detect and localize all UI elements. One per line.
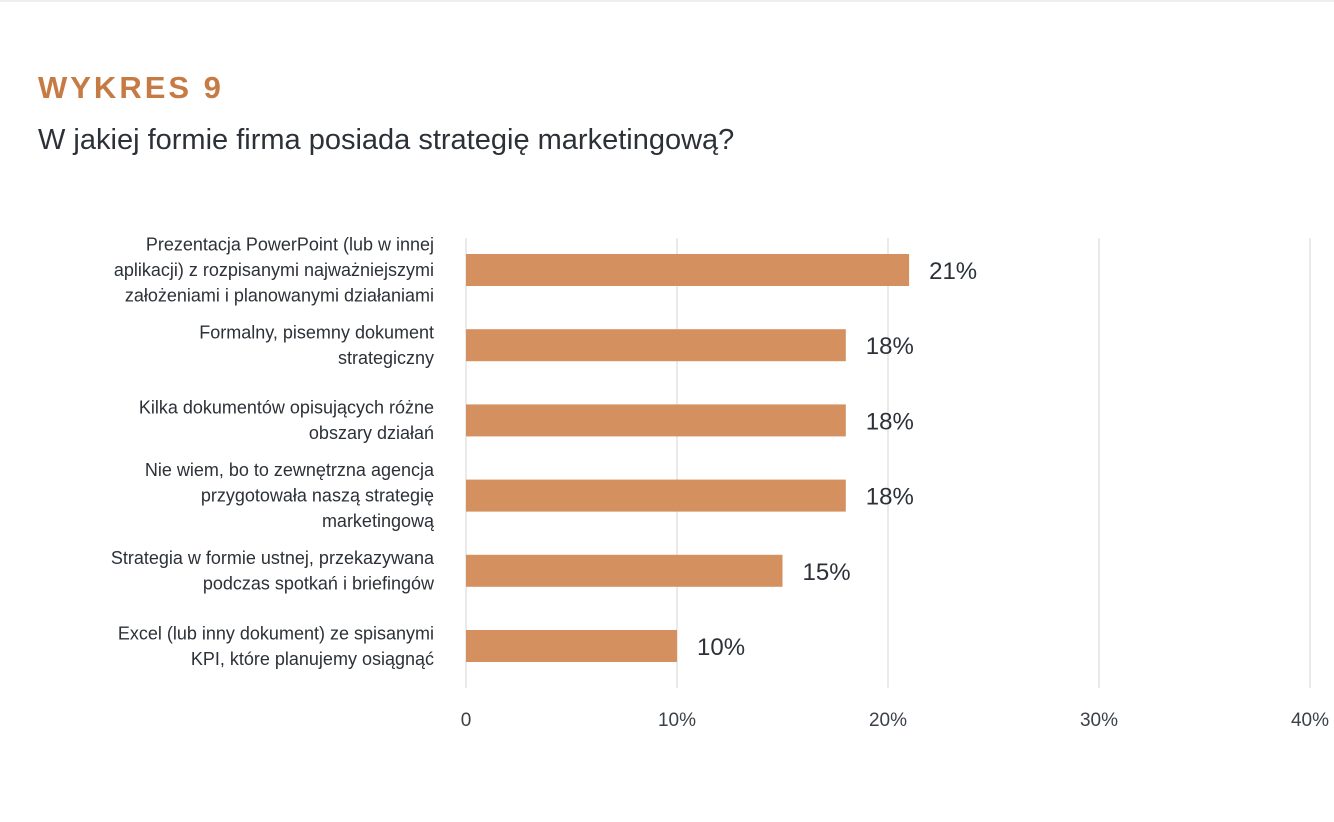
x-tick-label: 40%	[1291, 710, 1329, 731]
category-label-line: Prezentacja PowerPoint (lub w innej	[146, 235, 434, 255]
category-label-line: Nie wiem, bo to zewnętrzna agencja	[145, 460, 435, 480]
category-label-line: Kilka dokumentów opisujących różne	[139, 398, 434, 418]
chart-question-title: W jakiej formie firma posiada strategię …	[38, 124, 735, 156]
bar	[466, 554, 783, 587]
category-label-line: podczas spotkań i briefingów	[203, 574, 435, 594]
category-label-line: aplikacji) z rozpisanymi najważniejszymi	[114, 260, 434, 280]
category-label-line: założeniami i planowanymi działaniami	[125, 286, 434, 306]
bar	[466, 329, 846, 362]
bar-value-label: 18%	[866, 408, 914, 435]
category-label: Nie wiem, bo to zewnętrzna agencja przygo…	[145, 460, 435, 531]
category-label-line: KPI, które planujemy osiągnąć	[191, 649, 434, 669]
bar-value-label: 15%	[803, 559, 851, 586]
bar	[466, 630, 677, 662]
bar-value-label: 21%	[929, 258, 977, 285]
bar	[466, 404, 846, 437]
x-tick-label: 0	[461, 710, 472, 731]
category-label-line: strategiczny	[338, 348, 434, 368]
bar-value-label: 18%	[866, 484, 914, 511]
category-label: Strategia w formie ustnej, przekazywana p…	[111, 548, 435, 594]
bar-value-label: 10%	[697, 634, 745, 661]
category-label-line: Excel (lub inny dokument) ze spisanymi	[118, 623, 434, 643]
category-label-line: marketingową	[322, 511, 435, 531]
bar	[466, 254, 910, 286]
category-label-line: Formalny, pisemny dokument	[199, 322, 434, 342]
bar	[466, 479, 846, 512]
x-tick-label: 30%	[1080, 710, 1118, 731]
x-tick-label: 20%	[869, 710, 907, 731]
bar-value-label: 18%	[866, 333, 914, 360]
category-label: Formalny, pisemny dokument strategiczny	[199, 322, 434, 368]
chart-number-label: WYKRES 9	[38, 70, 224, 105]
category-label-line: Strategia w formie ustnej, przekazywana	[111, 548, 435, 568]
category-label-line: obszary działań	[309, 423, 434, 443]
category-label: Prezentacja PowerPoint (lub w innej aplik…	[114, 235, 434, 306]
category-label: Excel (lub inny dokument) ze spisanymi KP…	[118, 623, 434, 669]
x-tick-label: 10%	[658, 710, 696, 731]
category-label: Kilka dokumentów opisujących różne obszar…	[139, 398, 434, 444]
top-divider	[0, 0, 1334, 2]
category-label-line: przygotowała naszą strategię	[201, 486, 434, 506]
